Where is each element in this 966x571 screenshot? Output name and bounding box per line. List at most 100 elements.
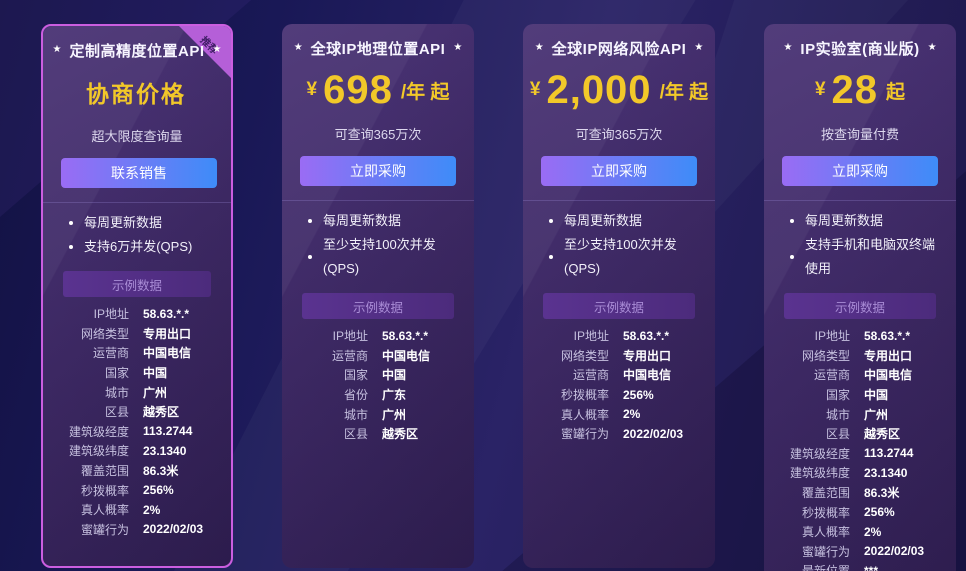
feature-text: 至少支持100次并发(QPS) bbox=[323, 237, 436, 276]
divider bbox=[43, 202, 231, 203]
sample-data-row: 建筑级经度 113.2744 bbox=[43, 422, 231, 442]
bullet-icon bbox=[549, 255, 553, 259]
sample-field-value: 23.1340 bbox=[864, 465, 908, 480]
sample-data-row: 区县 越秀区 bbox=[282, 424, 474, 444]
star-icon: ★ bbox=[534, 42, 544, 53]
sample-field-label: 覆盖范围 bbox=[801, 486, 850, 501]
sample-data-row: IP地址 58.63.*.* bbox=[43, 304, 231, 324]
card-title: 全球IP网络风险API bbox=[551, 40, 687, 58]
sample-data-row: 国家 中国 bbox=[282, 365, 474, 385]
sample-data-row: 覆盖范围 86.3米 bbox=[43, 461, 231, 481]
card-title-row: ★ 全球IP网络风险API ★ bbox=[523, 38, 715, 58]
card-title-row: ★ 定制高精度位置API ★ bbox=[43, 40, 231, 60]
feature-list: 每周更新数据 至少支持100次并发(QPS) bbox=[282, 209, 474, 281]
cta-button[interactable]: 立即采购 bbox=[541, 156, 697, 186]
sample-field-label: 最新位置 bbox=[764, 562, 850, 571]
price: 协商价格 bbox=[43, 64, 231, 120]
quota-note: 超大限度查询量 bbox=[91, 129, 183, 144]
price-currency: ¥ bbox=[529, 79, 541, 100]
sample-data-row: 城市 广州 bbox=[43, 382, 231, 402]
sample-field-value: 广州 bbox=[382, 407, 407, 422]
sample-field-label: IP地址 bbox=[332, 329, 368, 344]
price-suffix: /年 起 bbox=[659, 81, 709, 103]
sample-field-value: 256% bbox=[864, 505, 895, 520]
bullet-icon bbox=[549, 219, 553, 223]
sample-data-row: 运营商 中国电信 bbox=[282, 346, 474, 366]
sample-field-label: 秒拨概率 bbox=[560, 388, 609, 403]
sample-field-value: 86.3米 bbox=[143, 464, 179, 479]
sample-field-value: 58.63.*.* bbox=[382, 328, 429, 343]
sample-data-row: IP地址 58.63.*.* bbox=[523, 326, 715, 346]
sample-data-row: 城市 广州 bbox=[282, 404, 474, 424]
divider bbox=[523, 200, 715, 201]
divider bbox=[764, 200, 956, 201]
sample-field-value: 中国电信 bbox=[143, 346, 192, 361]
sample-data-row: 国家 中国 bbox=[43, 363, 231, 383]
sample-field-label: 秒拨概率 bbox=[80, 483, 129, 498]
feature-list: 每周更新数据 支持手机和电脑双终端使用 bbox=[764, 209, 956, 281]
sample-data-row: 秒拨概率 256% bbox=[43, 480, 231, 500]
sample-field-value: 中国电信 bbox=[864, 368, 913, 383]
sample-field-label: 网络类型 bbox=[801, 348, 850, 363]
sample-field-label: 城市 bbox=[343, 407, 368, 422]
sample-field-label: 网络类型 bbox=[80, 326, 129, 341]
feature-text: 每周更新数据 bbox=[564, 213, 643, 228]
sample-data-row: 网络类型 专用出口 bbox=[523, 346, 715, 366]
cta-button[interactable]: 立即采购 bbox=[782, 156, 938, 186]
sample-field-value: 2022/02/03 bbox=[864, 544, 925, 559]
sample-data-row: 最新位置 *** bbox=[764, 561, 956, 571]
feature-list: 每周更新数据 支持6万并发(QPS) bbox=[43, 211, 231, 259]
sample-field-value: 2% bbox=[864, 524, 882, 539]
sample-field-label: 国家 bbox=[104, 366, 129, 381]
card-title: IP实验室(商业版) bbox=[800, 40, 920, 58]
sample-data-header: 示例数据 bbox=[63, 271, 211, 297]
cta-button[interactable]: 联系销售 bbox=[61, 158, 217, 188]
star-icon: ★ bbox=[927, 42, 937, 53]
star-icon: ★ bbox=[453, 42, 463, 53]
cta-button[interactable]: 立即采购 bbox=[300, 156, 456, 186]
sample-data-table: IP地址 58.63.*.* 网络类型 专用出口 运营商 中国电信 国家 中国 … bbox=[764, 326, 956, 571]
sample-data-row: 区县 越秀区 bbox=[43, 402, 231, 422]
recommended-ribbon: 推荐 bbox=[179, 26, 231, 78]
feature-item: 每周更新数据 bbox=[69, 211, 217, 235]
star-icon: ★ bbox=[783, 42, 793, 53]
sample-data-row: 网络类型 专用出口 bbox=[764, 346, 956, 366]
feature-text: 每周更新数据 bbox=[323, 213, 402, 228]
sample-data-row: 建筑级经度 113.2744 bbox=[764, 444, 956, 464]
sample-field-value: 中国电信 bbox=[623, 368, 672, 383]
sample-data-row: 真人概率 2% bbox=[523, 404, 715, 424]
sample-field-value: 58.63.*.* bbox=[143, 306, 190, 321]
sample-field-value: 广州 bbox=[864, 407, 889, 422]
price-currency: ¥ bbox=[306, 79, 318, 100]
bullet-icon bbox=[790, 255, 794, 259]
bullet-icon bbox=[308, 219, 312, 223]
pricing-card: 推荐 ★ 定制高精度位置API ★ 协商价格 超大限度查询量 联系销售 每周更新… bbox=[41, 24, 233, 568]
sample-data-row: 秒拨概率 256% bbox=[764, 502, 956, 522]
feature-text: 支持手机和电脑双终端使用 bbox=[805, 237, 936, 276]
sample-data-row: 覆盖范围 86.3米 bbox=[764, 483, 956, 503]
sample-field-value: 越秀区 bbox=[382, 427, 419, 442]
bullet-icon bbox=[308, 255, 312, 259]
sample-field-label: 真人概率 bbox=[560, 407, 609, 422]
feature-item: 至少支持100次并发(QPS) bbox=[549, 233, 701, 281]
sample-field-label: 蜜罐行为 bbox=[560, 427, 609, 442]
sample-field-value: 专用出口 bbox=[864, 348, 913, 363]
sample-data-row: 区县 越秀区 bbox=[764, 424, 956, 444]
sample-field-value: 专用出口 bbox=[143, 326, 192, 341]
feature-text: 每周更新数据 bbox=[84, 215, 163, 230]
sample-field-label: 建筑级纬度 bbox=[68, 444, 129, 459]
feature-item: 至少支持100次并发(QPS) bbox=[308, 233, 460, 281]
sample-data-row: 真人概率 2% bbox=[43, 500, 231, 520]
sample-data-table: IP地址 58.63.*.* 网络类型 专用出口 运营商 中国电信 秒拨概率 2… bbox=[523, 326, 715, 444]
sample-field-label: 省份 bbox=[343, 388, 368, 403]
sample-field-label: IP地址 bbox=[573, 329, 609, 344]
price-amount: 28 bbox=[831, 67, 879, 112]
sample-field-value: 2022/02/03 bbox=[143, 522, 204, 537]
divider bbox=[282, 200, 474, 201]
sample-field-label: 运营商 bbox=[92, 346, 129, 361]
sample-field-value: 113.2744 bbox=[864, 446, 914, 461]
sample-data-header: 示例数据 bbox=[784, 293, 936, 319]
sample-field-value: 中国 bbox=[143, 366, 168, 381]
sample-data-table: IP地址 58.63.*.* 运营商 中国电信 国家 中国 省份 广东 城市 广… bbox=[282, 326, 474, 444]
sample-field-label: 区县 bbox=[343, 427, 368, 442]
